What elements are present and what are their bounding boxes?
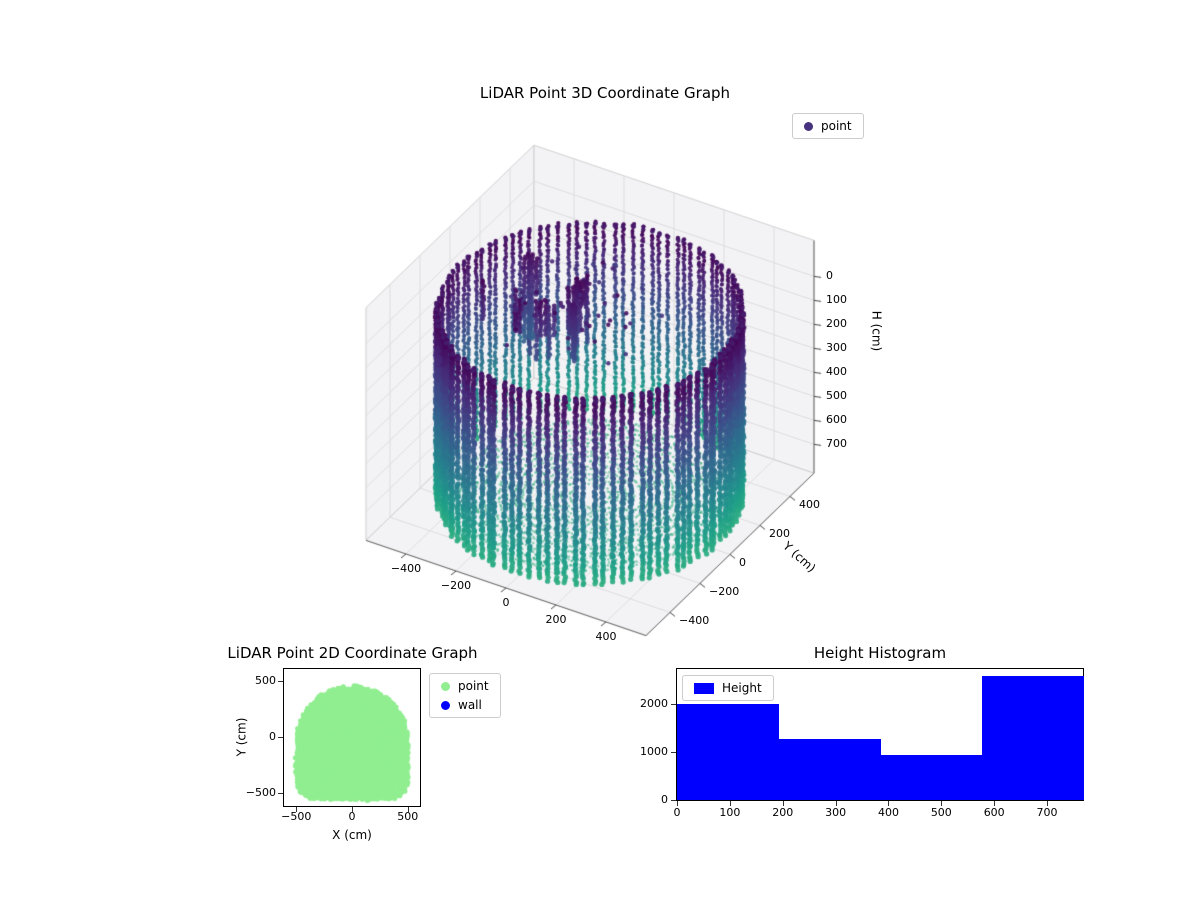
hist-x-tick-label: 400 [877,806,899,819]
histogram-bars [677,669,1084,800]
hist-x-tick-label: 100 [719,806,741,819]
plot2d-points-canvas [284,669,420,806]
hist-y-tick-label: 1000 [640,744,668,758]
plot2d-y-tick-label: 500 [255,674,276,688]
histogram-bar [778,738,881,800]
height-swatch-icon [694,682,714,694]
tick-mark [296,807,298,812]
plot2d-x-tick-label: 500 [397,810,419,823]
hist-x-tick-label: 300 [825,806,847,819]
legend-label-height: Height [722,681,762,695]
tick-mark [407,807,409,812]
tick-mark [671,800,676,801]
plot2d-legend: point wall [429,673,501,718]
tick-mark [941,801,943,806]
legend-label-point: point [458,679,489,693]
tick-mark [1047,801,1049,806]
tick-mark [729,801,731,806]
legend-label-wall: wall [458,698,482,712]
hist-x-tick-label: 500 [930,806,952,819]
legend-label-point: point [821,119,852,133]
hist-x-tick-label: 200 [772,806,794,819]
tick-mark [888,801,890,806]
tick-mark [352,807,353,812]
histogram-title: Height Histogram [813,644,947,662]
point-marker-icon [441,681,450,691]
plot2d-y-tick-label: 0 [269,730,276,743]
tick-mark [278,737,283,738]
point-marker-icon [804,121,813,131]
plot2d-x-tick-label: −500 [281,810,312,823]
legend-item-point: point [441,679,489,693]
wall-marker-icon [441,700,450,710]
hist-x-tick-label: 0 [673,806,681,819]
plot3d-title: LiDAR Point 3D Coordinate Graph [479,84,731,102]
tick-mark [677,801,678,806]
hist-x-tick-label: 600 [983,806,1005,819]
hist-x-tick-label: 700 [1036,806,1058,819]
histogram-bar [981,676,1084,800]
x-axis-label-2d: X (cm) [332,828,372,842]
plot2d-y-tick-label: −500 [245,785,276,799]
tick-mark [278,681,283,683]
histogram-legend: Height [682,675,774,701]
tick-mark [782,801,784,806]
legend-item-wall: wall [441,698,489,712]
tick-mark [278,792,283,794]
legend-item-point: point [804,119,852,133]
histogram-bar [880,755,983,800]
plot3d-legend: point [792,113,864,139]
tick-mark [835,801,837,806]
plot2d-title: LiDAR Point 2D Coordinate Graph [227,644,478,662]
hist-y-tick-label: 0 [661,793,668,806]
tick-mark [671,751,676,753]
hist-y-tick-label: 2000 [640,696,668,710]
tick-mark [994,801,996,806]
tick-mark [671,703,676,705]
plot2d-x-tick-label: 0 [348,810,356,823]
legend-item-height: Height [694,681,762,695]
histogram-bar [677,703,780,800]
